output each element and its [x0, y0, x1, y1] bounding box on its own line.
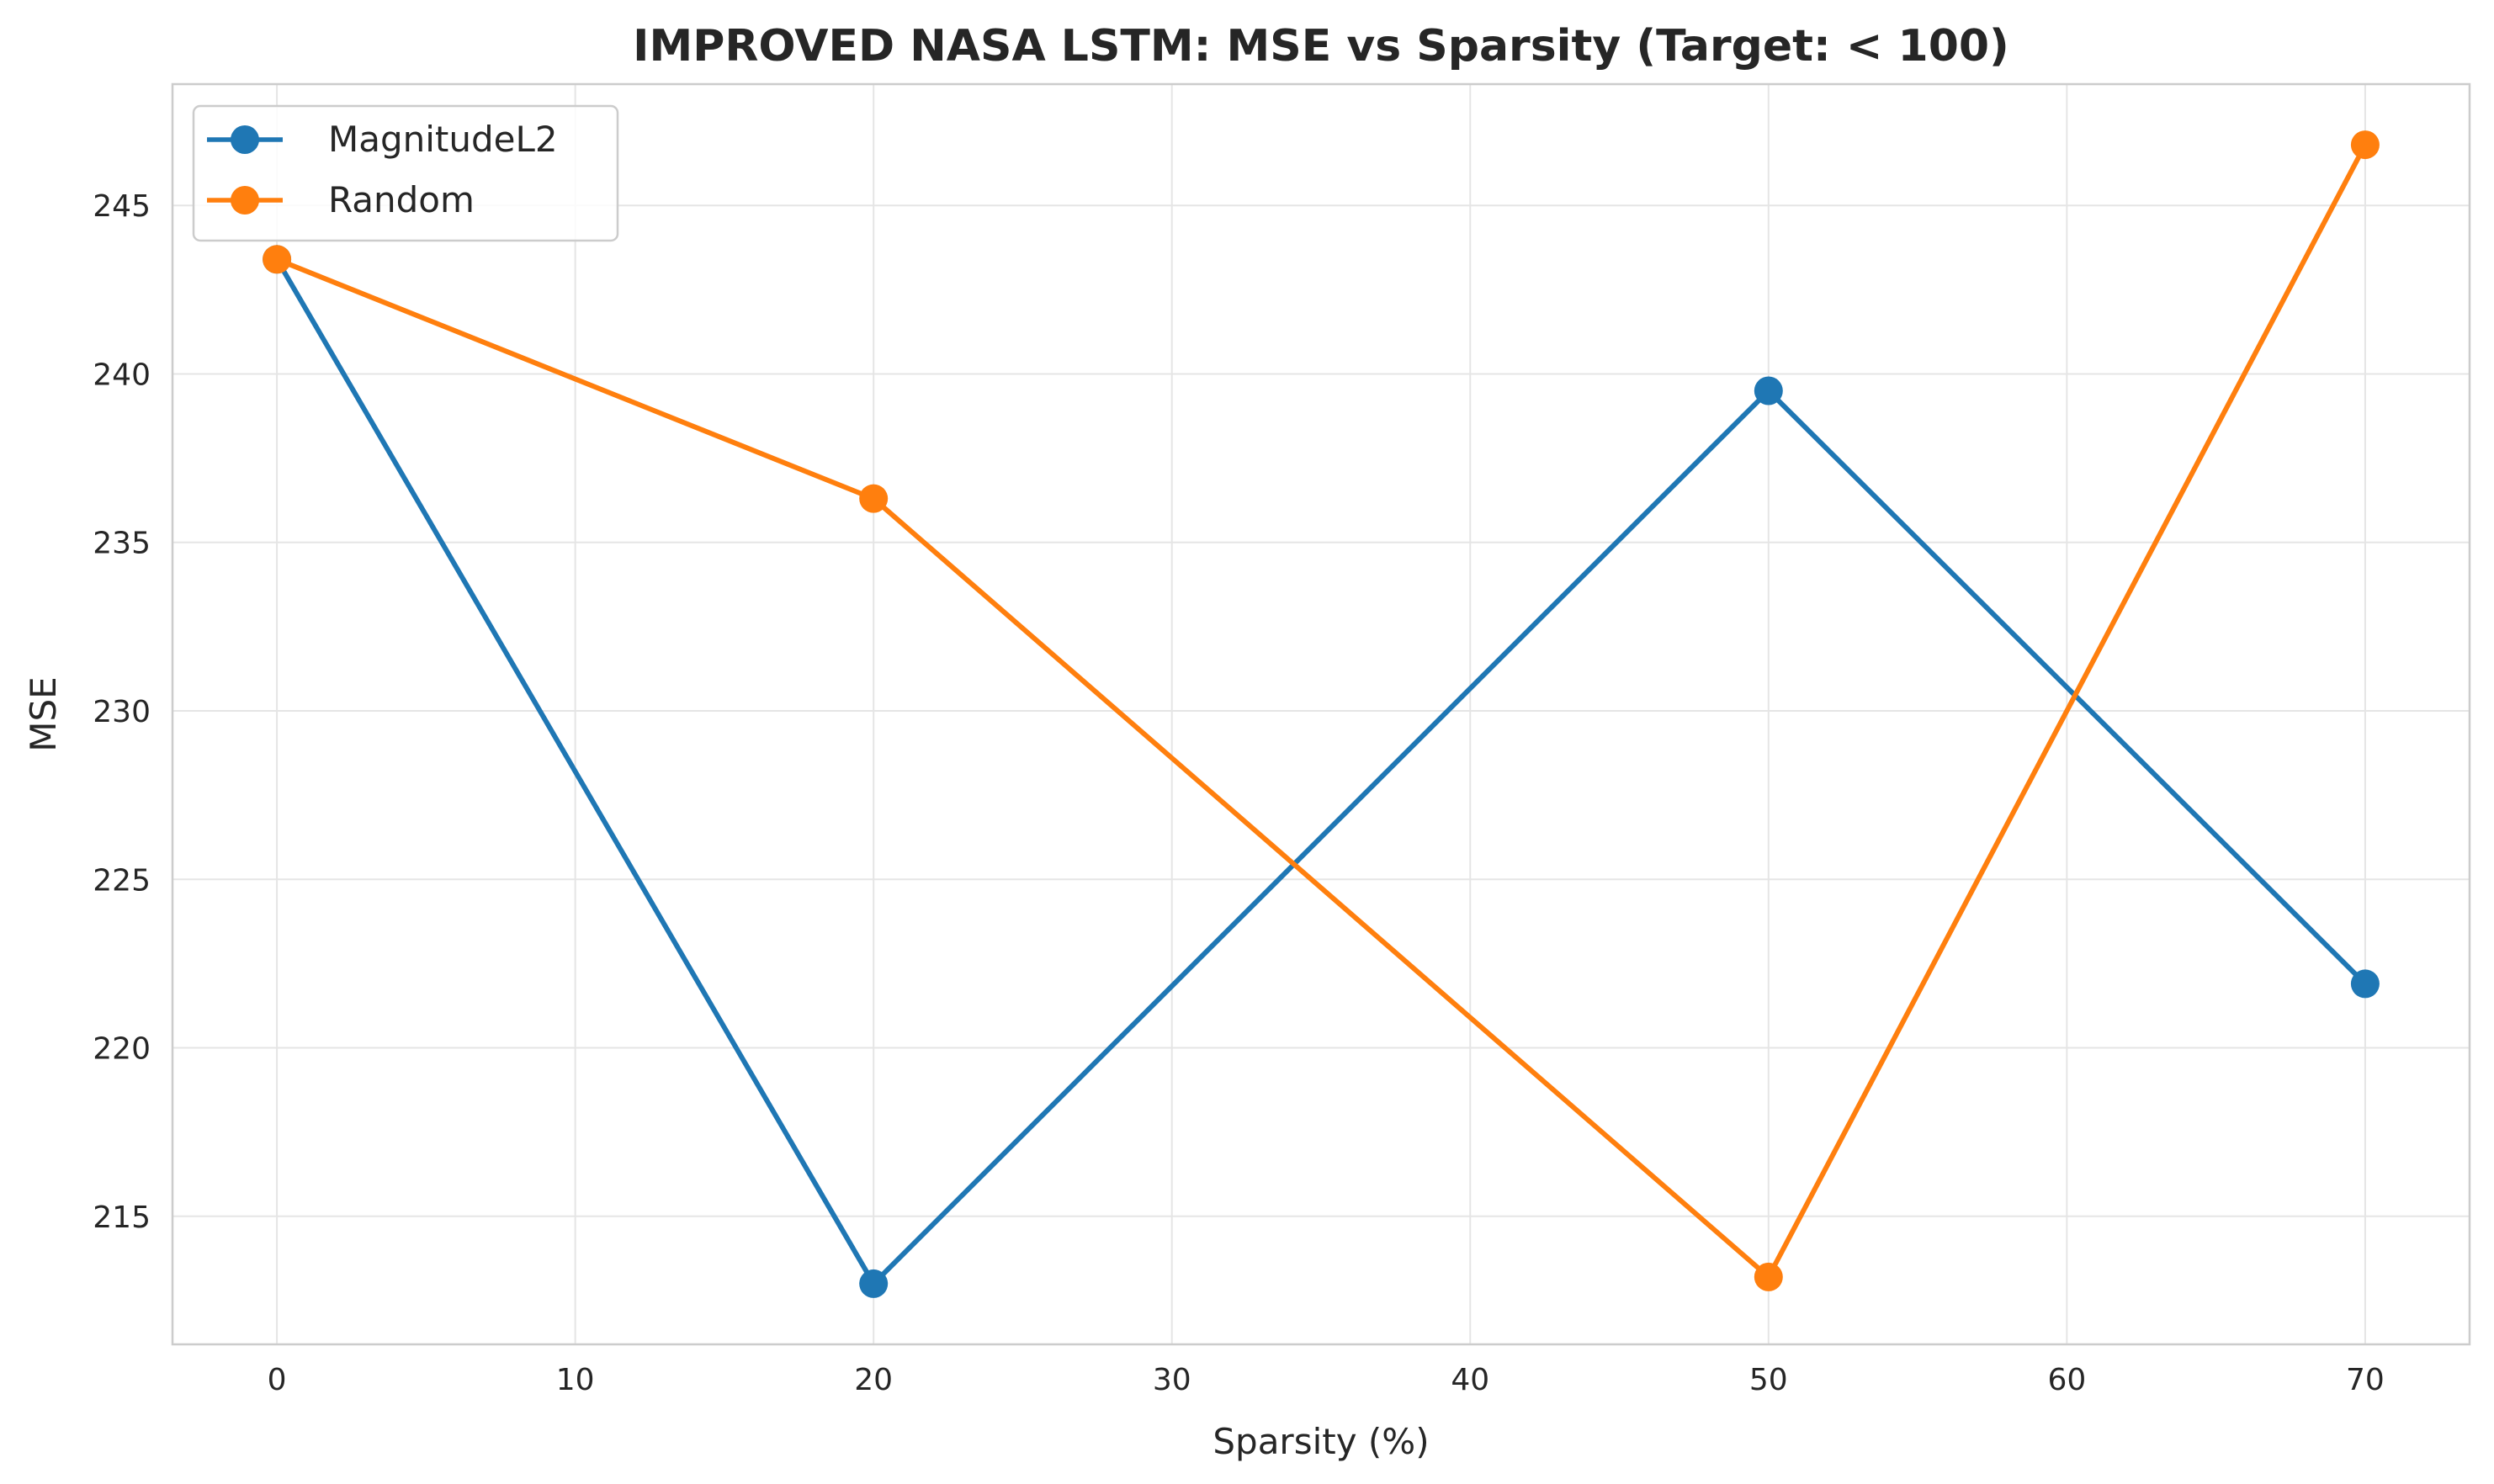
series-line-magnitudel2	[274, 257, 2368, 1286]
x-tick-label: 40	[1451, 1363, 1489, 1397]
data-point-magnitudel2	[1754, 376, 1783, 405]
x-axis-label: Sparsity (%)	[1213, 1421, 1429, 1462]
data-point-random	[859, 484, 889, 513]
x-tick-label: 70	[2346, 1363, 2385, 1397]
tick-labels: 0 10 20 30 40 50 60 70 215 220 225 230 235 240 245	[93, 189, 2385, 1397]
legend: MagnitudeL2 Random	[192, 104, 619, 242]
data-point-magnitudel2	[859, 1269, 889, 1298]
y-tick-label: 235	[93, 527, 151, 561]
grid	[172, 84, 2470, 1344]
x-tick-label: 50	[1749, 1363, 1788, 1397]
y-tick-label: 230	[93, 695, 151, 729]
legend-label-magnitudel2: MagnitudeL2	[328, 119, 558, 160]
legend-box	[192, 104, 619, 242]
series-line-random	[274, 142, 2368, 1280]
series-magnitudel2	[263, 245, 2380, 1298]
data-point-random	[2350, 130, 2380, 160]
y-tick-label: 245	[93, 189, 151, 224]
x-tick-label: 0	[268, 1363, 287, 1397]
y-tick-label: 215	[93, 1200, 151, 1235]
data-point-magnitudel2	[2350, 969, 2380, 999]
plot-area-frame	[171, 82, 2471, 1346]
series-layer	[263, 130, 2380, 1298]
y-tick-label: 240	[93, 358, 151, 392]
x-tick-label: 30	[1153, 1363, 1191, 1397]
legend-marker-random	[231, 186, 259, 215]
x-tick-label: 20	[854, 1363, 893, 1397]
series-random	[263, 130, 2380, 1291]
x-tick-label: 10	[556, 1363, 595, 1397]
y-tick-label: 225	[93, 863, 151, 898]
y-tick-label: 220	[93, 1032, 151, 1067]
data-point-random	[263, 245, 292, 274]
x-tick-label: 60	[2047, 1363, 2086, 1397]
y-axis-label: MSE	[23, 676, 64, 751]
legend-marker-magnitudel2	[231, 125, 259, 154]
data-point-random	[1754, 1262, 1783, 1291]
chart-title: IMPROVED NASA LSTM: MSE vs Sparsity (Tar…	[633, 21, 2009, 72]
legend-label-random: Random	[328, 179, 475, 220]
